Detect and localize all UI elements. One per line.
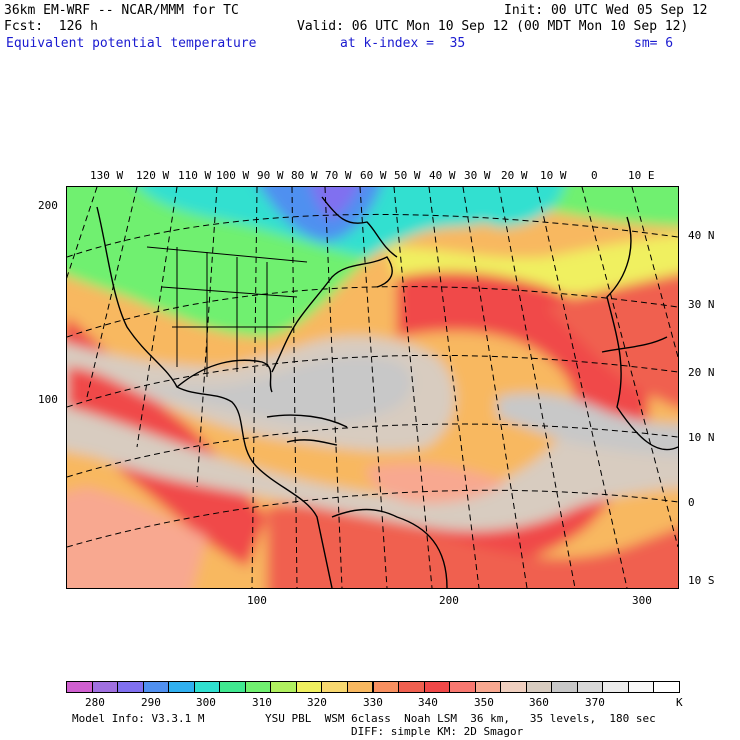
lon-label: 10 W xyxy=(540,169,567,182)
theta-e-shading xyxy=(67,187,678,588)
colorbar-swatch xyxy=(346,681,374,693)
lon-label: 120 W xyxy=(136,169,170,182)
lat-label: 0 xyxy=(688,496,695,509)
lon-label: 110 W xyxy=(178,169,212,182)
lon-label: 30 W xyxy=(464,169,491,182)
physics-info: YSU PBL WSM 6class Noah LSM 36 km, 35 le… xyxy=(265,712,656,725)
lon-label: 90 W xyxy=(257,169,284,182)
lon-label: 80 W xyxy=(291,169,318,182)
lon-label: 10 E xyxy=(628,169,655,182)
colorbar-swatch xyxy=(244,681,272,693)
grid-x-label: 300 xyxy=(632,594,652,607)
colorbar-swatch xyxy=(500,681,527,693)
map-panel xyxy=(66,186,679,589)
lat-label: 40 N xyxy=(688,229,715,242)
colorbar-swatch xyxy=(66,681,93,693)
field-name: Equivalent potential temperature xyxy=(6,36,257,51)
coastlines xyxy=(96,196,678,588)
colorbar-swatch xyxy=(219,681,246,693)
model-info: Model Info: V3.3.1 M xyxy=(72,712,205,725)
forecast-hour: Fcst: 126 h xyxy=(4,19,98,34)
lat-label: 20 N xyxy=(688,366,715,379)
colorbar-swatch xyxy=(551,681,578,693)
colorbar-label: 340 xyxy=(418,696,438,709)
smoothing-label: sm= 6 xyxy=(634,36,674,51)
colorbar-swatch xyxy=(525,681,553,693)
colorbar-swatch xyxy=(372,681,400,693)
colorbar-label: 360 xyxy=(529,696,549,709)
lon-label: 0 xyxy=(591,169,598,182)
theta-e-field-map xyxy=(67,187,678,588)
valid-time: Valid: 06 UTC Mon 10 Sep 12 (00 MDT Mon … xyxy=(297,19,689,34)
colorbar-swatch xyxy=(398,681,425,693)
colorbar-label: 350 xyxy=(474,696,494,709)
lon-label: 70 W xyxy=(325,169,352,182)
colorbar-swatch xyxy=(449,681,476,693)
lon-label: 60 W xyxy=(360,169,387,182)
grid-y-label: 100 xyxy=(38,393,58,406)
colorbar-swatch xyxy=(576,681,604,693)
colorbar-label: 330 xyxy=(363,696,383,709)
colorbar-swatch xyxy=(423,681,451,693)
colorbar-label: 300 xyxy=(196,696,216,709)
colorbar-swatch xyxy=(117,681,144,693)
colorbar-label: 320 xyxy=(307,696,327,709)
lat-label: 10 N xyxy=(688,431,715,444)
lat-label: 30 N xyxy=(688,298,715,311)
lon-label: 50 W xyxy=(394,169,421,182)
colorbar-swatch xyxy=(91,681,119,693)
level-label: at k-index = 35 xyxy=(340,36,466,51)
grid-x-label: 100 xyxy=(247,594,267,607)
init-time: Init: 00 UTC Wed 05 Sep 12 xyxy=(504,3,708,18)
colorbar-label: 310 xyxy=(252,696,272,709)
colorbar-label: 370 xyxy=(585,696,605,709)
colorbar-swatch xyxy=(653,681,680,693)
lon-label: 40 W xyxy=(429,169,456,182)
grid-x-label: 200 xyxy=(439,594,459,607)
colorbar-swatch xyxy=(168,681,195,693)
colorbar-swatch xyxy=(193,681,221,693)
colorbar-swatch xyxy=(295,681,323,693)
model-title: 36km EM-WRF -- NCAR/MMM for TC xyxy=(4,3,239,18)
grid-y-label: 200 xyxy=(38,199,58,212)
colorbar-swatch xyxy=(321,681,348,693)
colorbar-swatch xyxy=(142,681,170,693)
lon-label: 20 W xyxy=(501,169,528,182)
colorbar-swatch xyxy=(270,681,297,693)
lat-label: 10 S xyxy=(688,574,715,587)
colorbar-unit: K xyxy=(676,696,683,709)
state-borders xyxy=(146,246,308,377)
lon-label: 100 W xyxy=(216,169,250,182)
graticule xyxy=(67,187,678,588)
colorbar-swatch xyxy=(474,681,502,693)
diffusion-info: DIFF: simple KM: 2D Smagor xyxy=(351,725,524,738)
colorbar-label: 280 xyxy=(85,696,105,709)
colorbar-swatch xyxy=(602,681,629,693)
colorbar-label: 290 xyxy=(141,696,161,709)
colorbar-swatch xyxy=(627,681,655,693)
lon-label: 130 W xyxy=(90,169,124,182)
